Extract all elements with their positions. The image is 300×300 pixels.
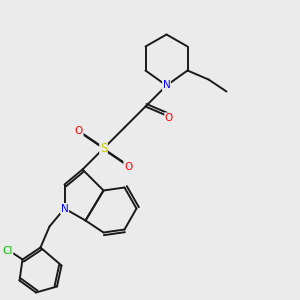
Text: N: N	[163, 80, 170, 91]
Text: N: N	[61, 203, 68, 214]
Text: Cl: Cl	[2, 245, 13, 256]
Text: S: S	[100, 142, 107, 155]
Text: O: O	[75, 125, 83, 136]
Text: O: O	[124, 161, 132, 172]
Text: O: O	[165, 113, 173, 123]
